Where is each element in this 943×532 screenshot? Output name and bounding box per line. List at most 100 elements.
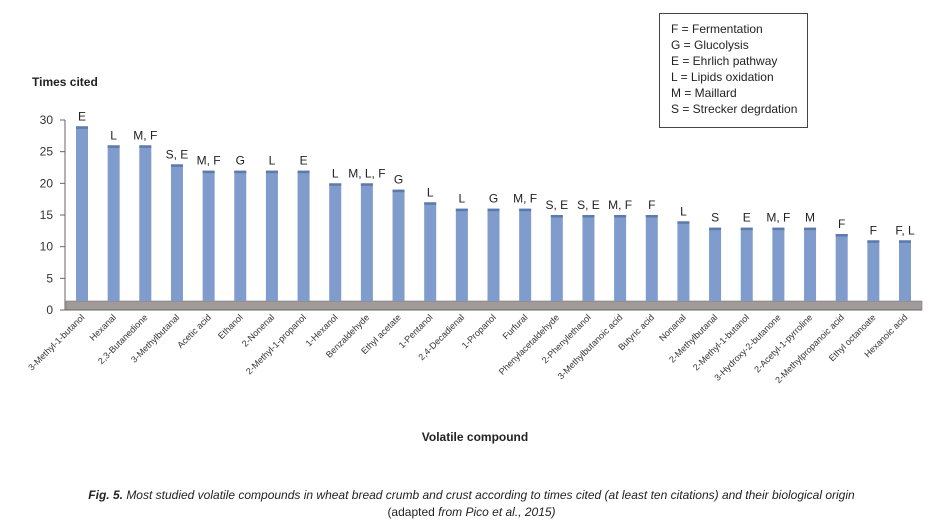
bar xyxy=(740,227,753,301)
bar-annotation: E xyxy=(78,109,86,123)
bar xyxy=(329,183,342,301)
legend-item-fermentation: F = Fermentation xyxy=(671,22,763,36)
bar-cap xyxy=(740,227,753,231)
bar-annotation: S, E xyxy=(577,198,600,212)
bar-cap xyxy=(772,227,785,231)
bar-cap xyxy=(265,170,278,174)
bar-chart: Times cited Volatile compound 0 5 10 15 20 25… xyxy=(26,75,923,444)
bar-cap xyxy=(582,215,595,218)
bar-annotation: L xyxy=(110,128,117,142)
y-axis-title: Times cited xyxy=(32,75,98,89)
bar-cap xyxy=(139,145,152,148)
bar-cap xyxy=(614,215,627,218)
y-tick-label: 10 xyxy=(40,240,54,254)
bar-cap xyxy=(899,240,911,243)
bar-annotation: L xyxy=(680,204,687,218)
caption-label: Fig. 5. xyxy=(88,488,123,502)
bar xyxy=(835,234,848,301)
bar xyxy=(709,227,722,301)
y-tick-label: 25 xyxy=(40,145,54,159)
bar-cap xyxy=(170,164,183,167)
bar-cap xyxy=(107,145,120,148)
bar-cap xyxy=(76,126,88,129)
x-axis-title: Volatile compound xyxy=(422,430,528,444)
bar-cap xyxy=(677,221,690,224)
caption-source: from Pico et al., 2015) xyxy=(438,505,556,519)
bar-annotation: E xyxy=(300,154,308,168)
x-tick-label: Acetic acid xyxy=(175,312,213,350)
bar-annotation: M, F xyxy=(197,154,221,168)
x-tick-label: Furfural xyxy=(501,312,530,341)
bar xyxy=(392,189,405,301)
bar xyxy=(487,208,500,301)
bar-annotation: L xyxy=(269,154,276,168)
bar-cap xyxy=(550,215,563,218)
bar-cap xyxy=(487,208,500,212)
bar xyxy=(867,240,880,301)
legend-item-lipids: L = Lipids oxidation xyxy=(671,70,774,84)
bar xyxy=(76,126,88,301)
bar-annotation: L xyxy=(427,185,434,199)
bar xyxy=(202,170,215,301)
bar-annotation: G xyxy=(236,154,245,168)
caption-text: Most studied volatile compounds in wheat… xyxy=(126,488,855,502)
bar xyxy=(234,170,247,301)
x-tick-label: Ethanol xyxy=(216,312,245,341)
plot-area: 0 5 10 15 20 25 30 E 3-Methyl-1-butanol L Hexanal M… xyxy=(26,109,923,385)
bar xyxy=(899,240,911,301)
bar-annotation: S, E xyxy=(545,198,568,212)
bar xyxy=(170,164,183,301)
bar xyxy=(265,170,278,301)
bar-cap xyxy=(202,170,215,174)
x-tick-label: 1-Propanol xyxy=(460,312,498,350)
bar xyxy=(424,202,437,301)
bar xyxy=(614,215,627,301)
y-tick-label: 30 xyxy=(40,113,54,127)
x-tick-label: 2-Acetyl-1-pyrroline xyxy=(752,312,814,374)
bar xyxy=(519,208,532,301)
x-tick-label: 3-Methyl-1-butanol xyxy=(26,312,86,372)
bar-annotation: G xyxy=(394,173,403,187)
caption-adapted: (adapted xyxy=(387,505,439,519)
bar-cap xyxy=(392,189,405,193)
bar xyxy=(550,215,563,301)
bar xyxy=(772,227,785,301)
bar-cap xyxy=(804,227,817,231)
figure-caption: Fig. 5. Most studied volatile compounds … xyxy=(0,487,943,521)
bar-cap xyxy=(867,240,880,243)
bar-annotation: G xyxy=(489,192,498,206)
bar-annotation: M xyxy=(805,211,815,225)
caption-line-2: (adapted from Pico et al., 2015) xyxy=(0,504,943,521)
caption-line-1: Fig. 5. Most studied volatile compounds … xyxy=(0,487,943,504)
bar-cap xyxy=(424,202,437,205)
x-tick-label: Phenylacetaldehyde xyxy=(497,312,561,376)
bar xyxy=(582,215,595,301)
bar-annotation: F xyxy=(870,223,877,237)
bar-annotation: S xyxy=(711,211,719,225)
legend-item-glucolysis: G = Glucolysis xyxy=(671,38,749,52)
legend-box: F = Fermentation G = Glucolysis E = Ehrl… xyxy=(659,13,808,128)
bar-annotation: L xyxy=(459,192,466,206)
bar xyxy=(297,170,310,301)
bar-cap xyxy=(835,234,848,237)
y-tick-label: 0 xyxy=(46,303,53,317)
bar-annotation: S, E xyxy=(166,147,189,161)
bar-cap xyxy=(297,170,310,174)
bar-annotation: F xyxy=(648,198,655,212)
bar xyxy=(804,227,817,301)
y-tick-label: 5 xyxy=(46,271,53,285)
bar xyxy=(107,145,120,301)
bar-cap xyxy=(519,208,532,212)
legend-item-maillard: M = Maillard xyxy=(671,86,737,100)
legend-item-ehrlich: E = Ehrlich pathway xyxy=(671,54,778,68)
x-tick-label: 3-Methylbutanoic acid xyxy=(556,312,625,381)
x-tick-label: 2-Methyl-1-propanol xyxy=(244,312,308,376)
bar-annotation: M, F xyxy=(766,211,790,225)
x-tick-label: Hexanal xyxy=(88,312,118,342)
x-tick-label: Nonanal xyxy=(657,312,688,343)
bar-annotation: F xyxy=(838,217,845,231)
bar xyxy=(139,145,152,301)
bar xyxy=(677,221,690,301)
bar xyxy=(645,215,658,301)
bar-cap xyxy=(455,208,468,212)
